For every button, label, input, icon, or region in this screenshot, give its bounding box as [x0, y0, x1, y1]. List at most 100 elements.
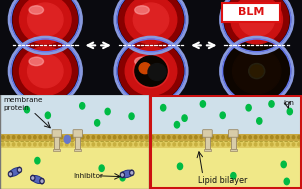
Circle shape: [222, 136, 224, 139]
Circle shape: [148, 64, 166, 81]
Circle shape: [44, 143, 47, 146]
Circle shape: [231, 173, 236, 179]
Circle shape: [10, 173, 11, 175]
Text: ion: ion: [284, 100, 294, 106]
Circle shape: [151, 136, 154, 139]
Circle shape: [71, 136, 73, 139]
Circle shape: [206, 143, 208, 146]
Circle shape: [189, 136, 192, 139]
Ellipse shape: [135, 57, 149, 66]
Circle shape: [287, 108, 292, 115]
Circle shape: [281, 143, 284, 146]
Circle shape: [95, 120, 100, 126]
Circle shape: [224, 0, 289, 50]
Circle shape: [119, 136, 121, 139]
Circle shape: [129, 136, 132, 139]
Text: Inhibitor: Inhibitor: [73, 173, 103, 179]
Bar: [0, 134, 149, 141]
Circle shape: [135, 56, 167, 86]
Circle shape: [124, 136, 127, 139]
Bar: [53, 149, 60, 151]
Circle shape: [260, 136, 262, 139]
Circle shape: [2, 143, 4, 146]
Circle shape: [34, 143, 36, 146]
Circle shape: [206, 136, 208, 139]
Circle shape: [271, 143, 273, 146]
Circle shape: [27, 3, 63, 36]
Circle shape: [135, 143, 137, 146]
Circle shape: [55, 143, 57, 146]
Circle shape: [28, 136, 31, 139]
Circle shape: [184, 143, 186, 146]
Circle shape: [281, 136, 284, 139]
Bar: [54, 133, 59, 149]
Ellipse shape: [9, 168, 21, 176]
Circle shape: [60, 143, 63, 146]
Circle shape: [8, 171, 13, 177]
Ellipse shape: [29, 57, 43, 66]
Circle shape: [249, 136, 251, 139]
Circle shape: [292, 143, 295, 146]
Circle shape: [40, 178, 44, 184]
Circle shape: [34, 136, 36, 139]
Circle shape: [124, 143, 127, 146]
Circle shape: [39, 143, 41, 146]
Circle shape: [195, 136, 197, 139]
Circle shape: [125, 0, 177, 44]
Circle shape: [200, 136, 203, 139]
Bar: [0, 148, 149, 189]
Circle shape: [76, 143, 79, 146]
Circle shape: [66, 136, 68, 139]
Circle shape: [178, 136, 181, 139]
Circle shape: [87, 136, 89, 139]
FancyBboxPatch shape: [229, 130, 238, 137]
Text: membrane
protein: membrane protein: [4, 97, 43, 111]
Circle shape: [18, 169, 20, 171]
FancyBboxPatch shape: [73, 130, 82, 137]
Circle shape: [55, 136, 57, 139]
Bar: [205, 133, 210, 149]
Circle shape: [298, 136, 300, 139]
Circle shape: [114, 136, 116, 139]
Circle shape: [287, 136, 289, 139]
Circle shape: [135, 136, 137, 139]
Circle shape: [99, 165, 104, 171]
Circle shape: [7, 143, 9, 146]
Circle shape: [157, 136, 159, 139]
Circle shape: [20, 47, 71, 95]
Circle shape: [125, 47, 177, 95]
Circle shape: [157, 143, 159, 146]
Bar: [75, 133, 80, 149]
Circle shape: [195, 143, 197, 146]
Circle shape: [246, 105, 251, 111]
Circle shape: [131, 172, 133, 174]
Circle shape: [249, 143, 251, 146]
Bar: [231, 133, 236, 149]
Circle shape: [32, 177, 34, 179]
Bar: [149, 94, 302, 134]
Circle shape: [120, 174, 125, 181]
Circle shape: [60, 136, 63, 139]
Circle shape: [227, 136, 230, 139]
Circle shape: [145, 143, 148, 146]
Circle shape: [233, 143, 235, 146]
Circle shape: [173, 143, 175, 146]
Circle shape: [292, 136, 295, 139]
Circle shape: [98, 136, 100, 139]
Circle shape: [129, 113, 134, 119]
Circle shape: [249, 64, 265, 79]
Circle shape: [27, 54, 63, 88]
Circle shape: [269, 101, 274, 107]
Circle shape: [168, 136, 170, 139]
Circle shape: [243, 143, 246, 146]
Circle shape: [151, 143, 154, 146]
Circle shape: [12, 143, 15, 146]
Circle shape: [23, 136, 25, 139]
Circle shape: [200, 101, 205, 107]
Circle shape: [211, 143, 214, 146]
Circle shape: [41, 180, 43, 182]
Circle shape: [103, 143, 105, 146]
Circle shape: [220, 112, 225, 119]
Circle shape: [105, 108, 110, 115]
Circle shape: [50, 136, 52, 139]
